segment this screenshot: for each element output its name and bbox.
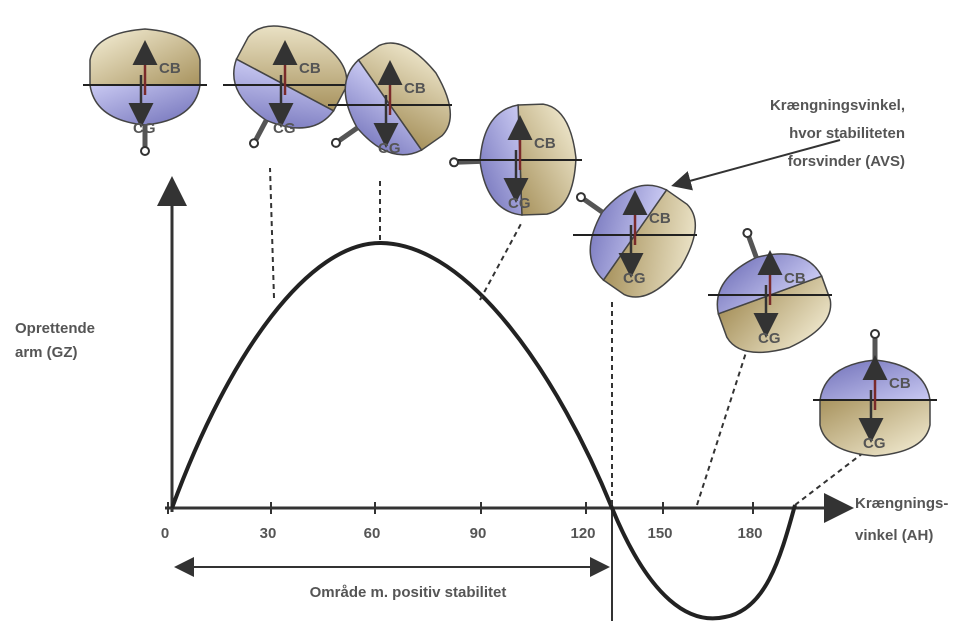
cg-label: CG: [863, 435, 886, 452]
range-label: Område m. positiv stabilitet: [310, 584, 507, 601]
y-label: arm (GZ): [15, 344, 78, 361]
cb-label: CB: [649, 210, 671, 227]
cb-label: CB: [404, 80, 426, 97]
axes: [165, 140, 848, 621]
cg-label: CG: [758, 330, 781, 347]
diagram: CBCGCBCGCBCGCBCGCBCGCBCGCBCG Oprettende …: [0, 0, 980, 621]
avs-label: forsvinder (AVS): [788, 153, 905, 170]
x-label: Krængnings-: [855, 495, 948, 512]
weight: [141, 147, 149, 155]
x-tick-label: 120: [570, 525, 595, 542]
cb-label: CB: [784, 270, 806, 287]
ship: CB CG: [448, 103, 582, 217]
ship: CB CG: [694, 210, 840, 366]
cg-label: CG: [273, 120, 296, 137]
x-tick-label: 30: [260, 525, 277, 542]
x-tick-label: 90: [470, 525, 487, 542]
cb-label: CB: [159, 60, 181, 77]
weight: [450, 158, 458, 166]
ship: CB CG: [83, 29, 207, 155]
cg-label: CG: [623, 270, 646, 287]
ship: CB CG: [204, 10, 360, 173]
cg-label: CG: [378, 140, 401, 157]
cb-label: CB: [534, 135, 556, 152]
weight: [871, 330, 879, 338]
cg-label: CG: [508, 195, 531, 212]
x-tick-label: 0: [161, 525, 169, 542]
x-tick-label: 180: [737, 525, 762, 542]
avs-label: Krængningsvinkel,: [770, 97, 905, 114]
cg-label: CG: [133, 120, 156, 137]
x-tick-label: 60: [364, 525, 381, 542]
cb-label: CB: [299, 60, 321, 77]
y-label: Oprettende: [15, 320, 95, 337]
x-label: vinkel (AH): [855, 527, 933, 544]
x-tick-label: 150: [647, 525, 672, 542]
avs-label: hvor stabiliteten: [789, 125, 905, 142]
ship: CB CG: [813, 330, 937, 456]
cb-label: CB: [889, 375, 911, 392]
